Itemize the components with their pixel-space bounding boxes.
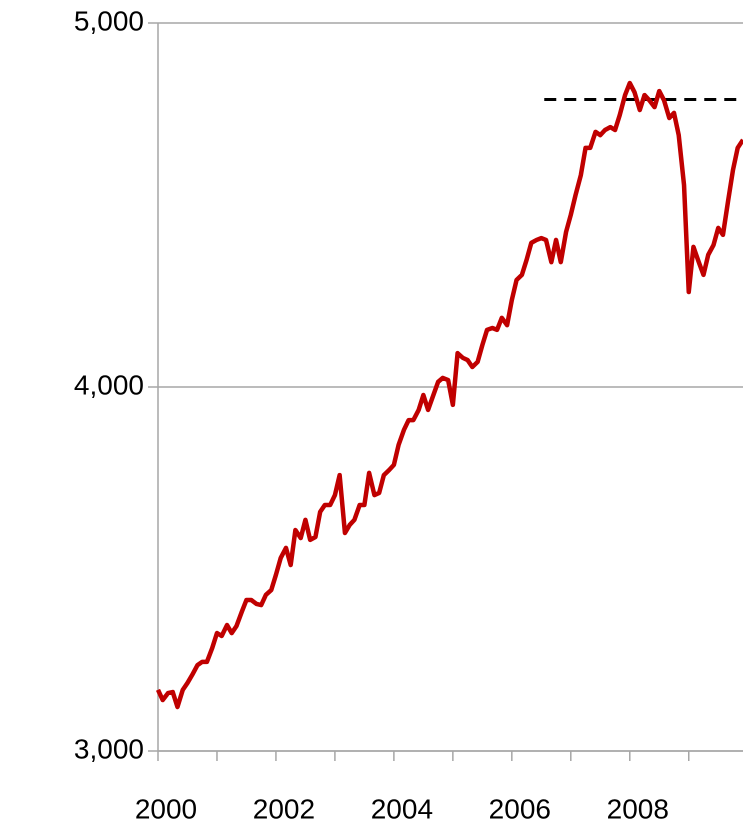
x-tick-label: 2004 (371, 793, 433, 824)
data-line (155, 80, 743, 710)
x-tick-label: 2008 (607, 793, 669, 824)
x-tick-label: 2002 (253, 793, 315, 824)
x-tick-label: 2000 (135, 793, 197, 824)
y-tick-label: 4,000 (74, 369, 144, 400)
y-tick-label: 3,000 (74, 733, 144, 764)
x-tick-label: 2006 (489, 793, 551, 824)
y-tick-label: 5,000 (74, 5, 144, 36)
